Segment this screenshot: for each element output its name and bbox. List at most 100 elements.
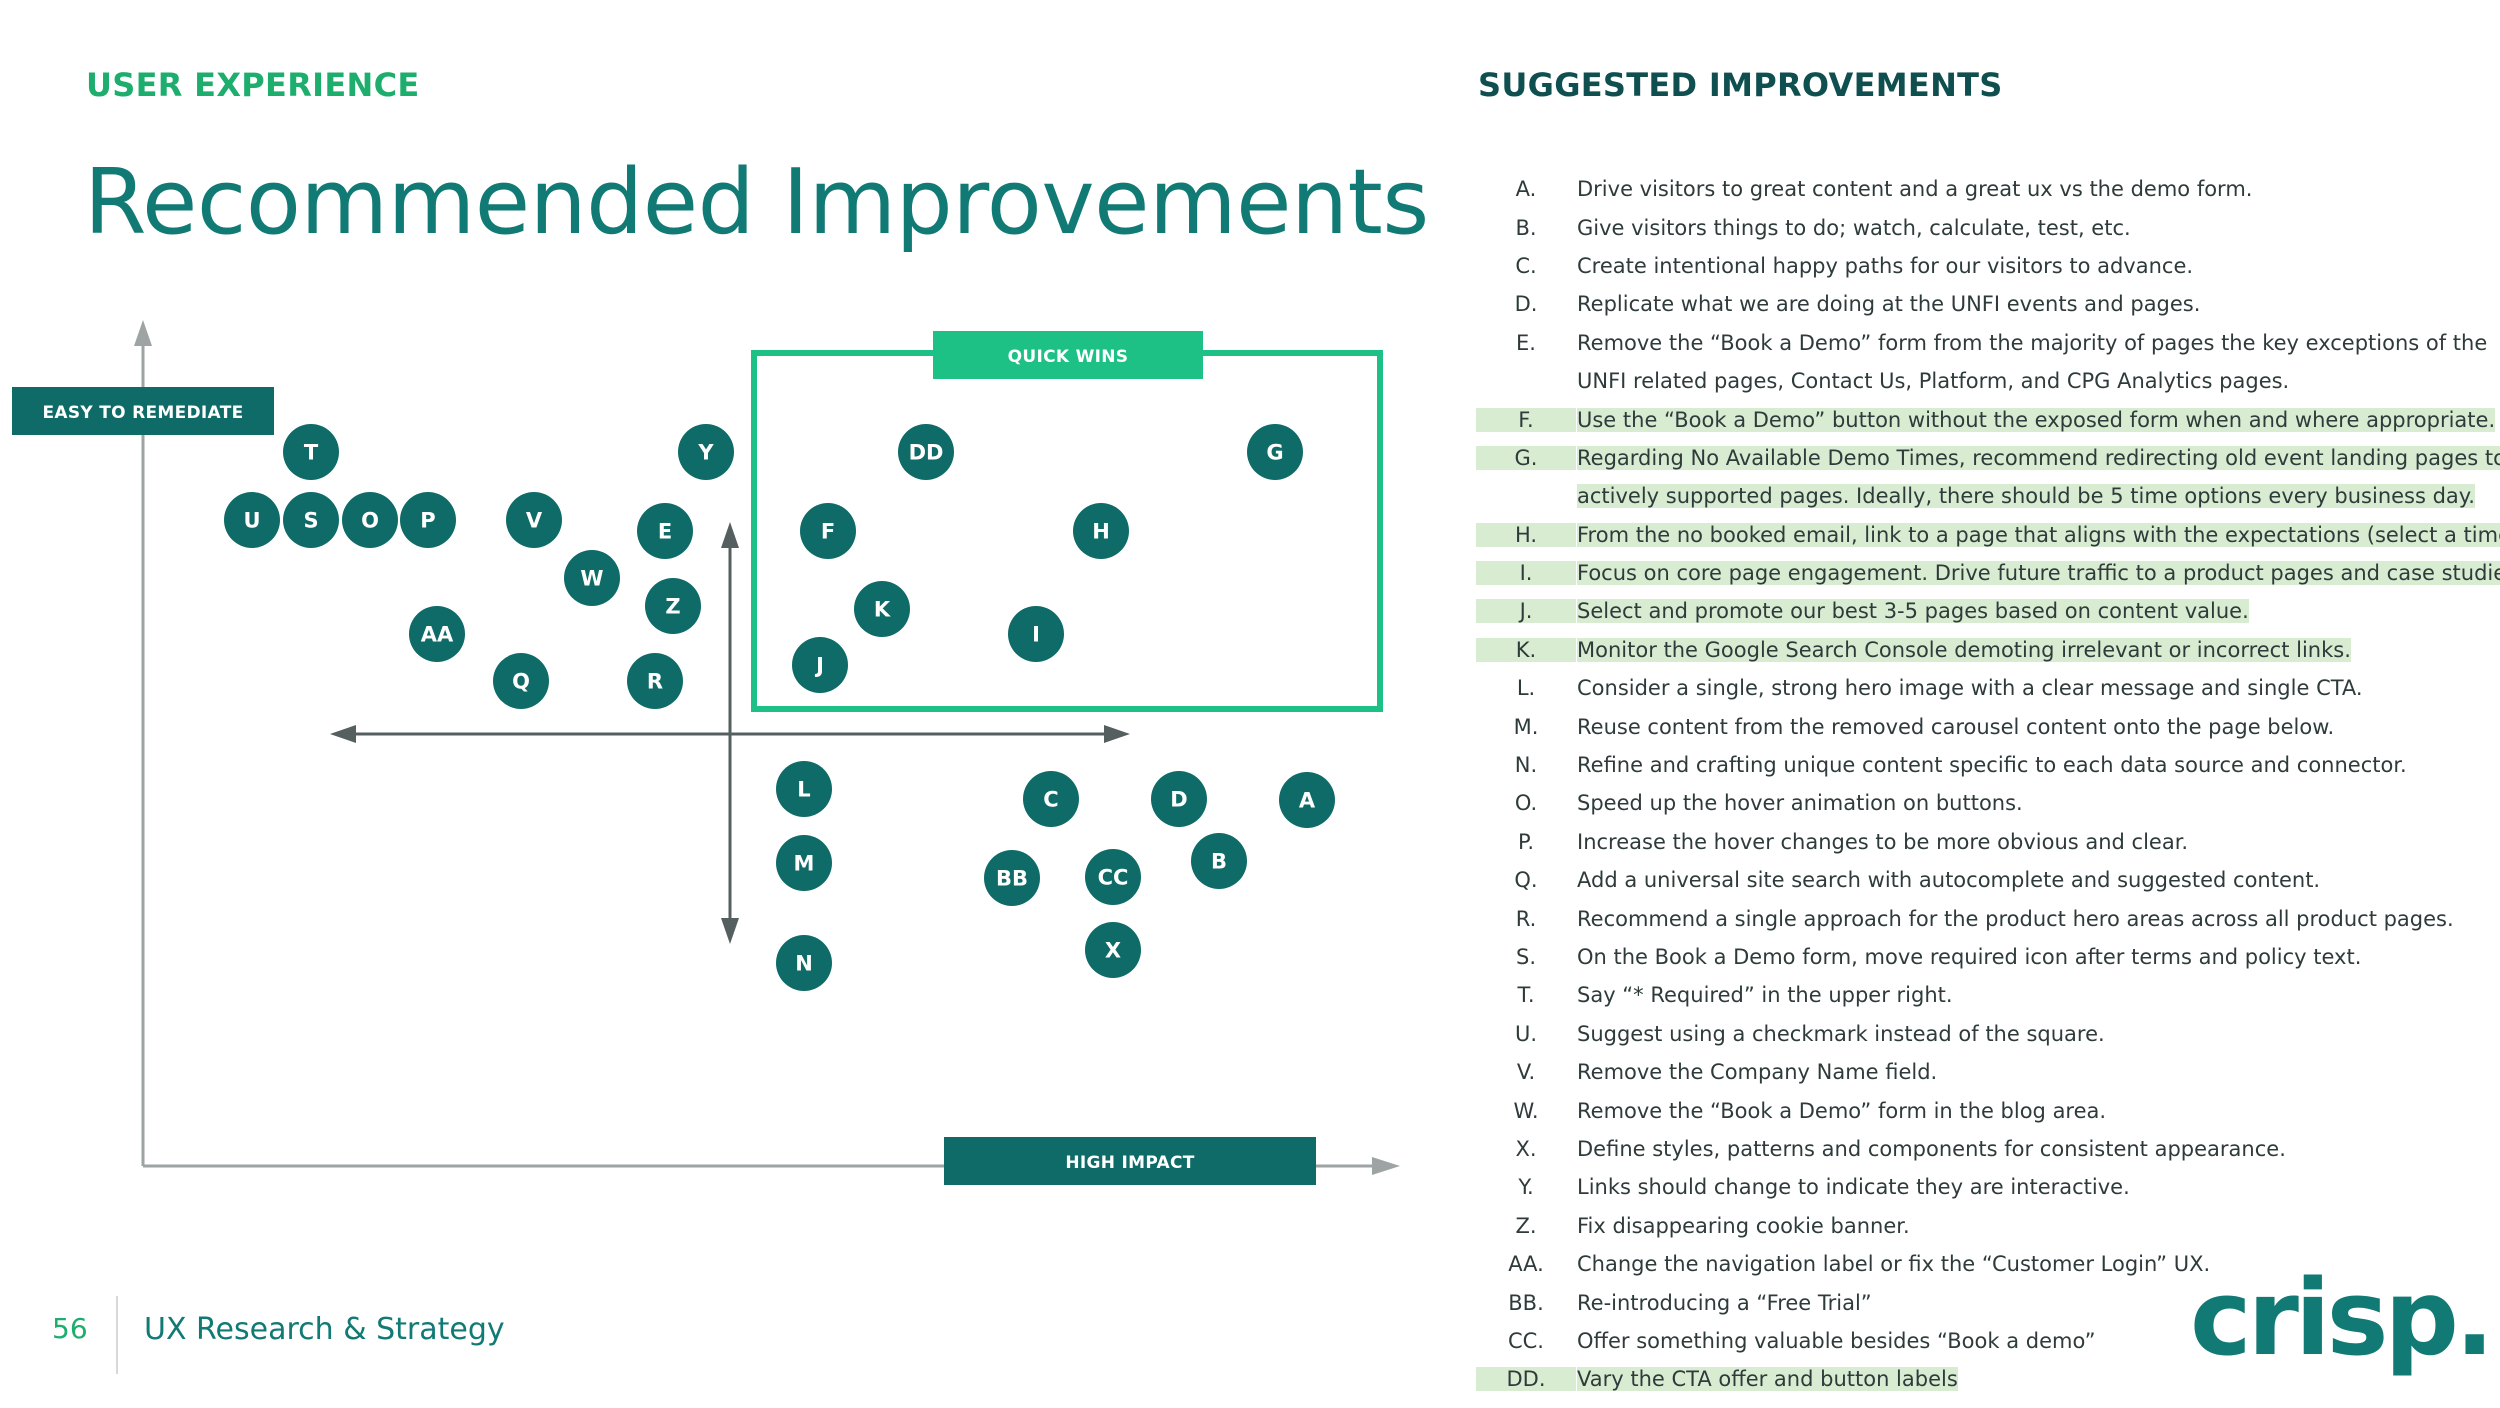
improvement-item: I. Focus on core page engagement. Drive f… bbox=[1476, 554, 2500, 592]
improvement-letter: R. bbox=[1515, 906, 1537, 931]
improvement-text: Monitor the Google Search Console demoti… bbox=[1577, 637, 2351, 662]
matrix-node-label: Z bbox=[665, 595, 680, 619]
matrix-node-circle bbox=[800, 503, 856, 559]
improvement-item: P. Increase the hover changes to be more … bbox=[1476, 823, 2466, 861]
matrix-node-label: F bbox=[821, 520, 835, 544]
matrix-node-circle bbox=[1085, 849, 1141, 905]
improvement-text: Reuse content from the removed carousel … bbox=[1577, 714, 2335, 739]
improvement-letter: A. bbox=[1515, 177, 1537, 202]
matrix-node-circle bbox=[224, 492, 280, 548]
matrix-node-circle bbox=[1151, 771, 1207, 827]
improvement-text: Remove the “Book a Demo” form in the blo… bbox=[1577, 1098, 2107, 1123]
improvement-letter: G. bbox=[1476, 445, 1576, 470]
improvement-item: Y. Links should change to indicate they a… bbox=[1476, 1168, 2466, 1206]
improvement-letter: D. bbox=[1514, 292, 1538, 317]
improvement-item: M. Reuse content from the removed carouse… bbox=[1476, 707, 2466, 745]
matrix-node-label: Q bbox=[512, 670, 530, 694]
improvement-text-continued: UNFI related pages, Contact Us, Platform… bbox=[1577, 369, 2290, 394]
improvement-letter: I. bbox=[1476, 561, 1576, 586]
improvement-item: K. Monitor the Google Search Console demo… bbox=[1476, 631, 2466, 669]
improvement-text: Fix disappearing cookie banner. bbox=[1577, 1213, 1910, 1238]
suggested-improvements-heading: SUGGESTED IMPROVEMENTS bbox=[1478, 66, 2003, 104]
matrix-node-v: V bbox=[506, 492, 562, 548]
matrix-node-circle bbox=[1008, 606, 1064, 662]
matrix-node-label: T bbox=[304, 441, 319, 465]
high-impact-tag bbox=[944, 1137, 1316, 1185]
matrix-node-circle bbox=[776, 835, 832, 891]
improvement-text: Remove the Company Name field. bbox=[1577, 1060, 1938, 1085]
matrix-node-circle bbox=[283, 492, 339, 548]
matrix-node-circle bbox=[1085, 922, 1141, 978]
matrix-node-j: J bbox=[792, 637, 848, 693]
improvement-item: S. On the Book a Demo form, move required… bbox=[1476, 938, 2466, 976]
matrix-node-s: S bbox=[283, 492, 339, 548]
improvement-item: D. Replicate what we are doing at the UNF… bbox=[1476, 285, 2466, 323]
matrix-node-f: F bbox=[800, 503, 856, 559]
matrix-node-circle bbox=[854, 581, 910, 637]
matrix-node-label: B bbox=[1211, 850, 1227, 874]
improvement-item: O. Speed up the hover animation on button… bbox=[1476, 784, 2466, 822]
matrix-node-circle bbox=[400, 492, 456, 548]
matrix-node-circle bbox=[1023, 771, 1079, 827]
improvement-item: C. Create intentional happy paths for our… bbox=[1476, 247, 2466, 285]
matrix-node-circle bbox=[792, 637, 848, 693]
matrix-node-label: W bbox=[580, 567, 603, 591]
matrix-node-label: P bbox=[420, 509, 435, 533]
matrix-node-circle bbox=[1247, 424, 1303, 480]
matrix-node-label: R bbox=[647, 670, 663, 694]
improvement-letter: P. bbox=[1517, 829, 1535, 854]
matrix-node-circle bbox=[1073, 503, 1129, 559]
impact-effort-matrix: QUICK WINS EASY TO REMEDIATE HIGH IMPACT… bbox=[12, 320, 1400, 1185]
improvement-text: From the no booked email, link to a page… bbox=[1577, 522, 2500, 547]
matrix-node-dd: DD bbox=[898, 424, 954, 480]
improvement-text: Recommend a single approach for the prod… bbox=[1577, 906, 2454, 931]
matrix-node-label: N bbox=[795, 952, 813, 976]
improvement-letter: Y. bbox=[1518, 1175, 1534, 1200]
matrix-node-label: M bbox=[794, 852, 815, 876]
improvement-text: Suggest using a checkmark instead of the… bbox=[1577, 1021, 2105, 1046]
improvement-letter: DD. bbox=[1476, 1367, 1576, 1392]
center-right-arrow bbox=[1104, 725, 1130, 743]
footer-section-title: UX Research & Strategy bbox=[144, 1312, 505, 1347]
matrix-node-o: O bbox=[342, 492, 398, 548]
matrix-node-bb: BB bbox=[984, 850, 1040, 906]
improvement-letter: F. bbox=[1476, 407, 1576, 432]
matrix-node-label: L bbox=[797, 778, 810, 802]
improvement-text: Increase the hover changes to be more ob… bbox=[1577, 829, 2189, 854]
improvement-text: Speed up the hover animation on buttons. bbox=[1577, 791, 2023, 816]
matrix-node-label: U bbox=[243, 509, 260, 533]
improvement-item-continued: actively supported pages. Ideally, there… bbox=[1476, 477, 2475, 515]
improvement-text: Say “* Required” in the upper right. bbox=[1577, 983, 1953, 1008]
improvement-text: Drive visitors to great content and a gr… bbox=[1577, 177, 2253, 202]
matrix-node-label: X bbox=[1105, 939, 1121, 963]
improvement-letter: X. bbox=[1515, 1136, 1537, 1161]
improvement-item: N. Refine and crafting unique content spe… bbox=[1476, 746, 2466, 784]
matrix-node-label: A bbox=[1299, 789, 1316, 813]
matrix-node-cc: CC bbox=[1085, 849, 1141, 905]
matrix-node-label: I bbox=[1032, 623, 1040, 647]
matrix-node-circle bbox=[776, 935, 832, 991]
matrix-node-x: X bbox=[1085, 922, 1141, 978]
matrix-node-l: L bbox=[776, 761, 832, 817]
y-axis-arrow bbox=[134, 320, 152, 346]
matrix-node-i: I bbox=[1008, 606, 1064, 662]
matrix-node-aa: AA bbox=[409, 606, 465, 662]
improvement-item: H. From the no booked email, link to a pa… bbox=[1476, 516, 2500, 554]
improvement-text: Select and promote our best 3-5 pages ba… bbox=[1577, 599, 2249, 624]
x-axis-arrow bbox=[1372, 1157, 1400, 1175]
improvement-item: B. Give visitors things to do; watch, cal… bbox=[1476, 208, 2466, 246]
improvement-letter: CC. bbox=[1507, 1328, 1544, 1353]
improvement-letter: O. bbox=[1514, 791, 1538, 816]
matrix-node-circle bbox=[627, 653, 683, 709]
footer-divider bbox=[116, 1296, 118, 1374]
improvement-item: T. Say “* Required” in the upper right. bbox=[1476, 976, 2466, 1014]
improvement-letter: Z. bbox=[1515, 1213, 1537, 1238]
improvement-text: Regarding No Available Demo Times, recom… bbox=[1577, 445, 2500, 470]
improvement-text: Replicate what we are doing at the UNFI … bbox=[1577, 292, 2201, 317]
improvement-letter: K. bbox=[1476, 637, 1576, 662]
matrix-node-label: H bbox=[1092, 520, 1110, 544]
matrix-node-label: D bbox=[1170, 788, 1187, 812]
matrix-node-g: G bbox=[1247, 424, 1303, 480]
matrix-node-n: N bbox=[776, 935, 832, 991]
improvement-text: Re-introducing a “Free Trial” bbox=[1577, 1290, 1872, 1315]
